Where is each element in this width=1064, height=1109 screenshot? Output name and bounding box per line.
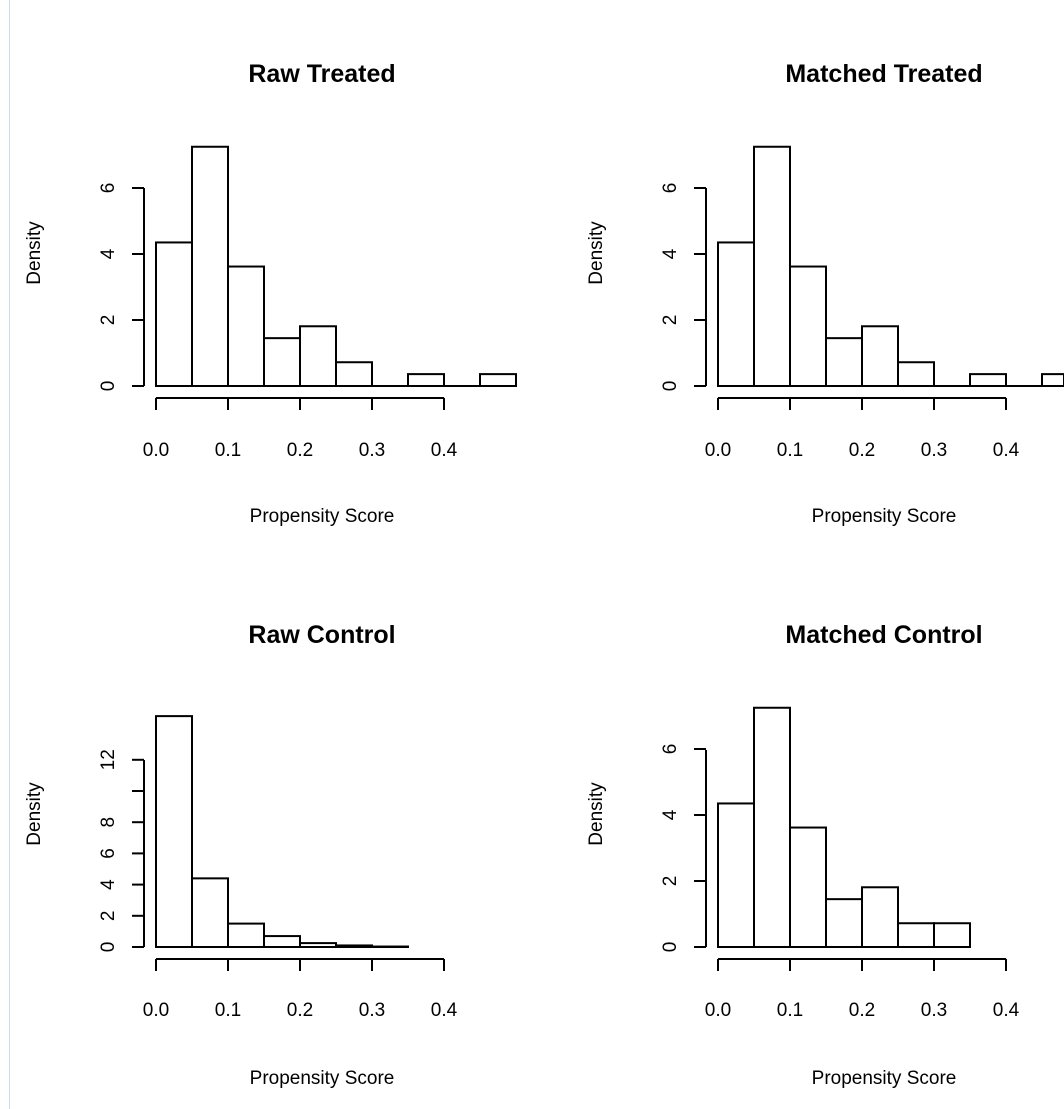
bars bbox=[717, 706, 971, 949]
histogram-bar bbox=[753, 706, 791, 948]
panel-raw-treated: Raw Treated 0.0 0.1 0.2 0.3 0.4 0 2 4 6 Propensity… bbox=[24, 60, 517, 527]
histogram-bar bbox=[933, 922, 971, 948]
x-axis-label: Propensity Score bbox=[250, 1068, 395, 1089]
histogram-bar bbox=[191, 877, 229, 948]
x-axis-label: Propensity Score bbox=[812, 1068, 957, 1089]
y-tick-label: 0 bbox=[660, 942, 681, 953]
y-axis-label: Density bbox=[586, 782, 607, 846]
panel-matched-control: Matched Control 0.0 0.1 0.2 0.3 0.4 0 2 4 6 Propen… bbox=[586, 621, 1020, 1089]
y-tick-label: 4 bbox=[98, 879, 119, 890]
bars bbox=[717, 145, 1064, 388]
x-tick-label: 0.0 bbox=[143, 1000, 169, 1021]
y-tick-label: 12 bbox=[98, 749, 119, 770]
y-tick-label: 0 bbox=[98, 381, 119, 392]
panel-matched-treated: Matched Treated 0.0 0.1 0.2 0.3 0.4 0 2 4 6 Propen… bbox=[586, 60, 1064, 527]
x-tick-label: 0.1 bbox=[777, 440, 803, 461]
x-axis-label: Propensity Score bbox=[812, 506, 957, 527]
x-tick-label: 0.4 bbox=[993, 1000, 1020, 1021]
histogram-bar bbox=[861, 886, 899, 949]
x-tick-label: 0.2 bbox=[287, 1000, 313, 1021]
y-axis: 0 2 4 6 bbox=[660, 183, 707, 392]
histogram-bar bbox=[825, 337, 863, 387]
x-tick-label: 0.2 bbox=[849, 440, 875, 461]
histogram-bar bbox=[753, 145, 791, 387]
histogram-bar bbox=[335, 361, 373, 387]
histogram-bar bbox=[407, 373, 445, 387]
histogram-bar bbox=[227, 922, 265, 948]
histogram-bar bbox=[479, 373, 517, 387]
panel-title: Raw Treated bbox=[248, 60, 395, 88]
panel-title: Raw Control bbox=[248, 621, 395, 649]
bars bbox=[155, 145, 517, 388]
x-axis: 0.0 0.1 0.2 0.3 0.4 bbox=[143, 397, 458, 461]
histogram-bar bbox=[1041, 373, 1064, 387]
histogram-bar bbox=[897, 922, 935, 948]
histogram-bar bbox=[825, 898, 863, 949]
x-tick-label: 0.4 bbox=[993, 440, 1020, 461]
x-tick-label: 0.2 bbox=[287, 440, 313, 461]
histogram-bar bbox=[263, 337, 301, 387]
y-axis-label: Density bbox=[586, 221, 607, 285]
x-tick-label: 0.2 bbox=[849, 1000, 875, 1021]
y-tick-label: 0 bbox=[98, 942, 119, 953]
histogram-bar bbox=[789, 826, 827, 948]
y-tick-label: 2 bbox=[660, 315, 681, 326]
y-tick-label: 4 bbox=[660, 809, 681, 820]
histogram-bar bbox=[335, 944, 373, 949]
x-tick-label: 0.3 bbox=[359, 440, 385, 461]
histogram-bar bbox=[263, 935, 301, 949]
y-tick-label: 6 bbox=[98, 848, 119, 859]
y-axis-label: Density bbox=[24, 221, 45, 285]
y-tick-label: 4 bbox=[660, 248, 681, 259]
y-tick-label: 2 bbox=[98, 911, 119, 922]
bars bbox=[155, 715, 409, 949]
x-tick-label: 0.0 bbox=[705, 1000, 731, 1021]
histogram-bar bbox=[155, 241, 193, 387]
y-tick-label: 6 bbox=[98, 183, 119, 194]
page-left-border bbox=[9, 0, 10, 1109]
histogram-bar bbox=[191, 145, 229, 387]
x-tick-label: 0.3 bbox=[921, 440, 947, 461]
y-axis: 0 2 4 6 bbox=[98, 183, 145, 392]
histogram-bar bbox=[299, 325, 337, 387]
histogram-bar bbox=[789, 265, 827, 388]
x-tick-label: 0.0 bbox=[705, 440, 731, 461]
y-tick-label: 2 bbox=[660, 876, 681, 887]
histogram-bar bbox=[969, 373, 1007, 387]
panel-raw-control: Raw Control 0.0 0.1 0.2 0.3 0.4 0 2 4 6 8 12 Propens… bbox=[24, 621, 458, 1089]
y-axis: 0 2 4 6 8 12 bbox=[98, 749, 145, 953]
x-tick-label: 0.3 bbox=[359, 1000, 385, 1021]
panel-title: Matched Treated bbox=[785, 60, 982, 88]
x-tick-label: 0.0 bbox=[143, 440, 169, 461]
y-axis: 0 2 4 6 bbox=[660, 744, 707, 953]
x-tick-label: 0.3 bbox=[921, 1000, 947, 1021]
y-tick-label: 4 bbox=[98, 248, 119, 259]
y-tick-label: 0 bbox=[660, 381, 681, 392]
x-tick-label: 0.4 bbox=[431, 440, 458, 461]
panel-title: Matched Control bbox=[785, 621, 982, 649]
y-tick-label: 6 bbox=[660, 744, 681, 755]
x-tick-label: 0.1 bbox=[777, 1000, 803, 1021]
y-tick-label: 2 bbox=[98, 315, 119, 326]
x-tick-label: 0.1 bbox=[215, 440, 241, 461]
histogram-bar bbox=[897, 361, 935, 387]
x-tick-label: 0.1 bbox=[215, 1000, 241, 1021]
histogram-bar bbox=[227, 265, 265, 388]
histogram-bar bbox=[717, 802, 755, 949]
y-tick-label: 6 bbox=[660, 183, 681, 194]
x-tick-label: 0.4 bbox=[431, 1000, 458, 1021]
y-tick-label: 8 bbox=[98, 817, 119, 828]
x-axis: 0.0 0.1 0.2 0.3 0.4 bbox=[705, 397, 1020, 461]
histogram-bar bbox=[155, 715, 193, 948]
y-axis-label: Density bbox=[24, 782, 45, 846]
x-axis: 0.0 0.1 0.2 0.3 0.4 bbox=[705, 958, 1020, 1021]
histogram-bar bbox=[861, 325, 899, 387]
histogram-bar bbox=[299, 942, 337, 948]
x-axis-label: Propensity Score bbox=[250, 506, 395, 527]
x-axis: 0.0 0.1 0.2 0.3 0.4 bbox=[143, 958, 458, 1021]
histogram-bar bbox=[717, 241, 755, 387]
